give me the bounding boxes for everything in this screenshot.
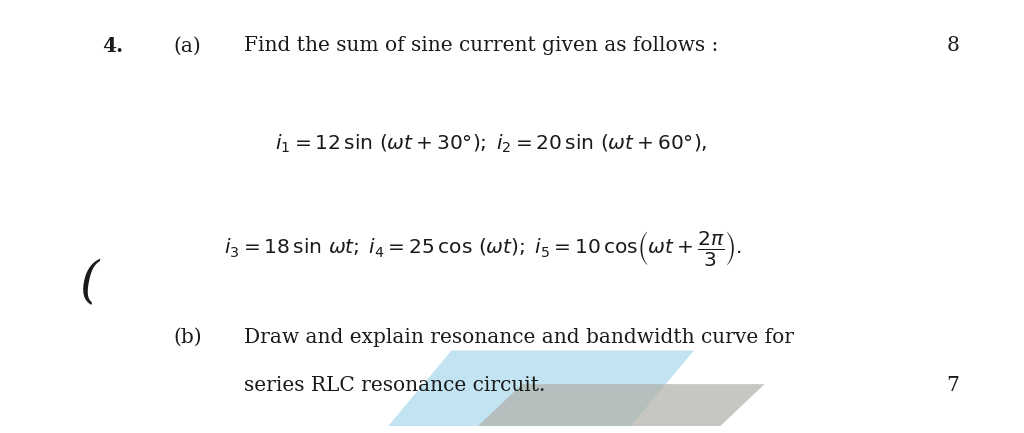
Text: (a): (a) — [174, 36, 202, 55]
Text: (: ( — [80, 259, 99, 308]
Text: 7: 7 — [946, 376, 959, 395]
Text: Draw and explain resonance and bandwidth curve for: Draw and explain resonance and bandwidth… — [245, 327, 795, 346]
Text: $i_3 = 18\,\sin\,\omega t;\; i_4 = 25\,\cos\,(\omega t);\; i_5 = 10\,\cos\!\left: $i_3 = 18\,\sin\,\omega t;\; i_4 = 25\,\… — [224, 229, 742, 268]
Text: (b): (b) — [174, 327, 202, 346]
Polygon shape — [371, 351, 694, 433]
Polygon shape — [452, 384, 765, 433]
Text: 8: 8 — [946, 36, 959, 55]
Text: $i_1 = 12\,\sin\,(\omega t + 30°);\; i_2 = 20\,\sin\,(\omega t + 60°),$: $i_1 = 12\,\sin\,(\omega t + 30°);\; i_2… — [274, 132, 707, 155]
Text: 4.: 4. — [102, 36, 123, 56]
Text: Find the sum of sine current given as follows :: Find the sum of sine current given as fo… — [245, 36, 719, 55]
Text: series RLC resonance circuit.: series RLC resonance circuit. — [245, 376, 546, 395]
